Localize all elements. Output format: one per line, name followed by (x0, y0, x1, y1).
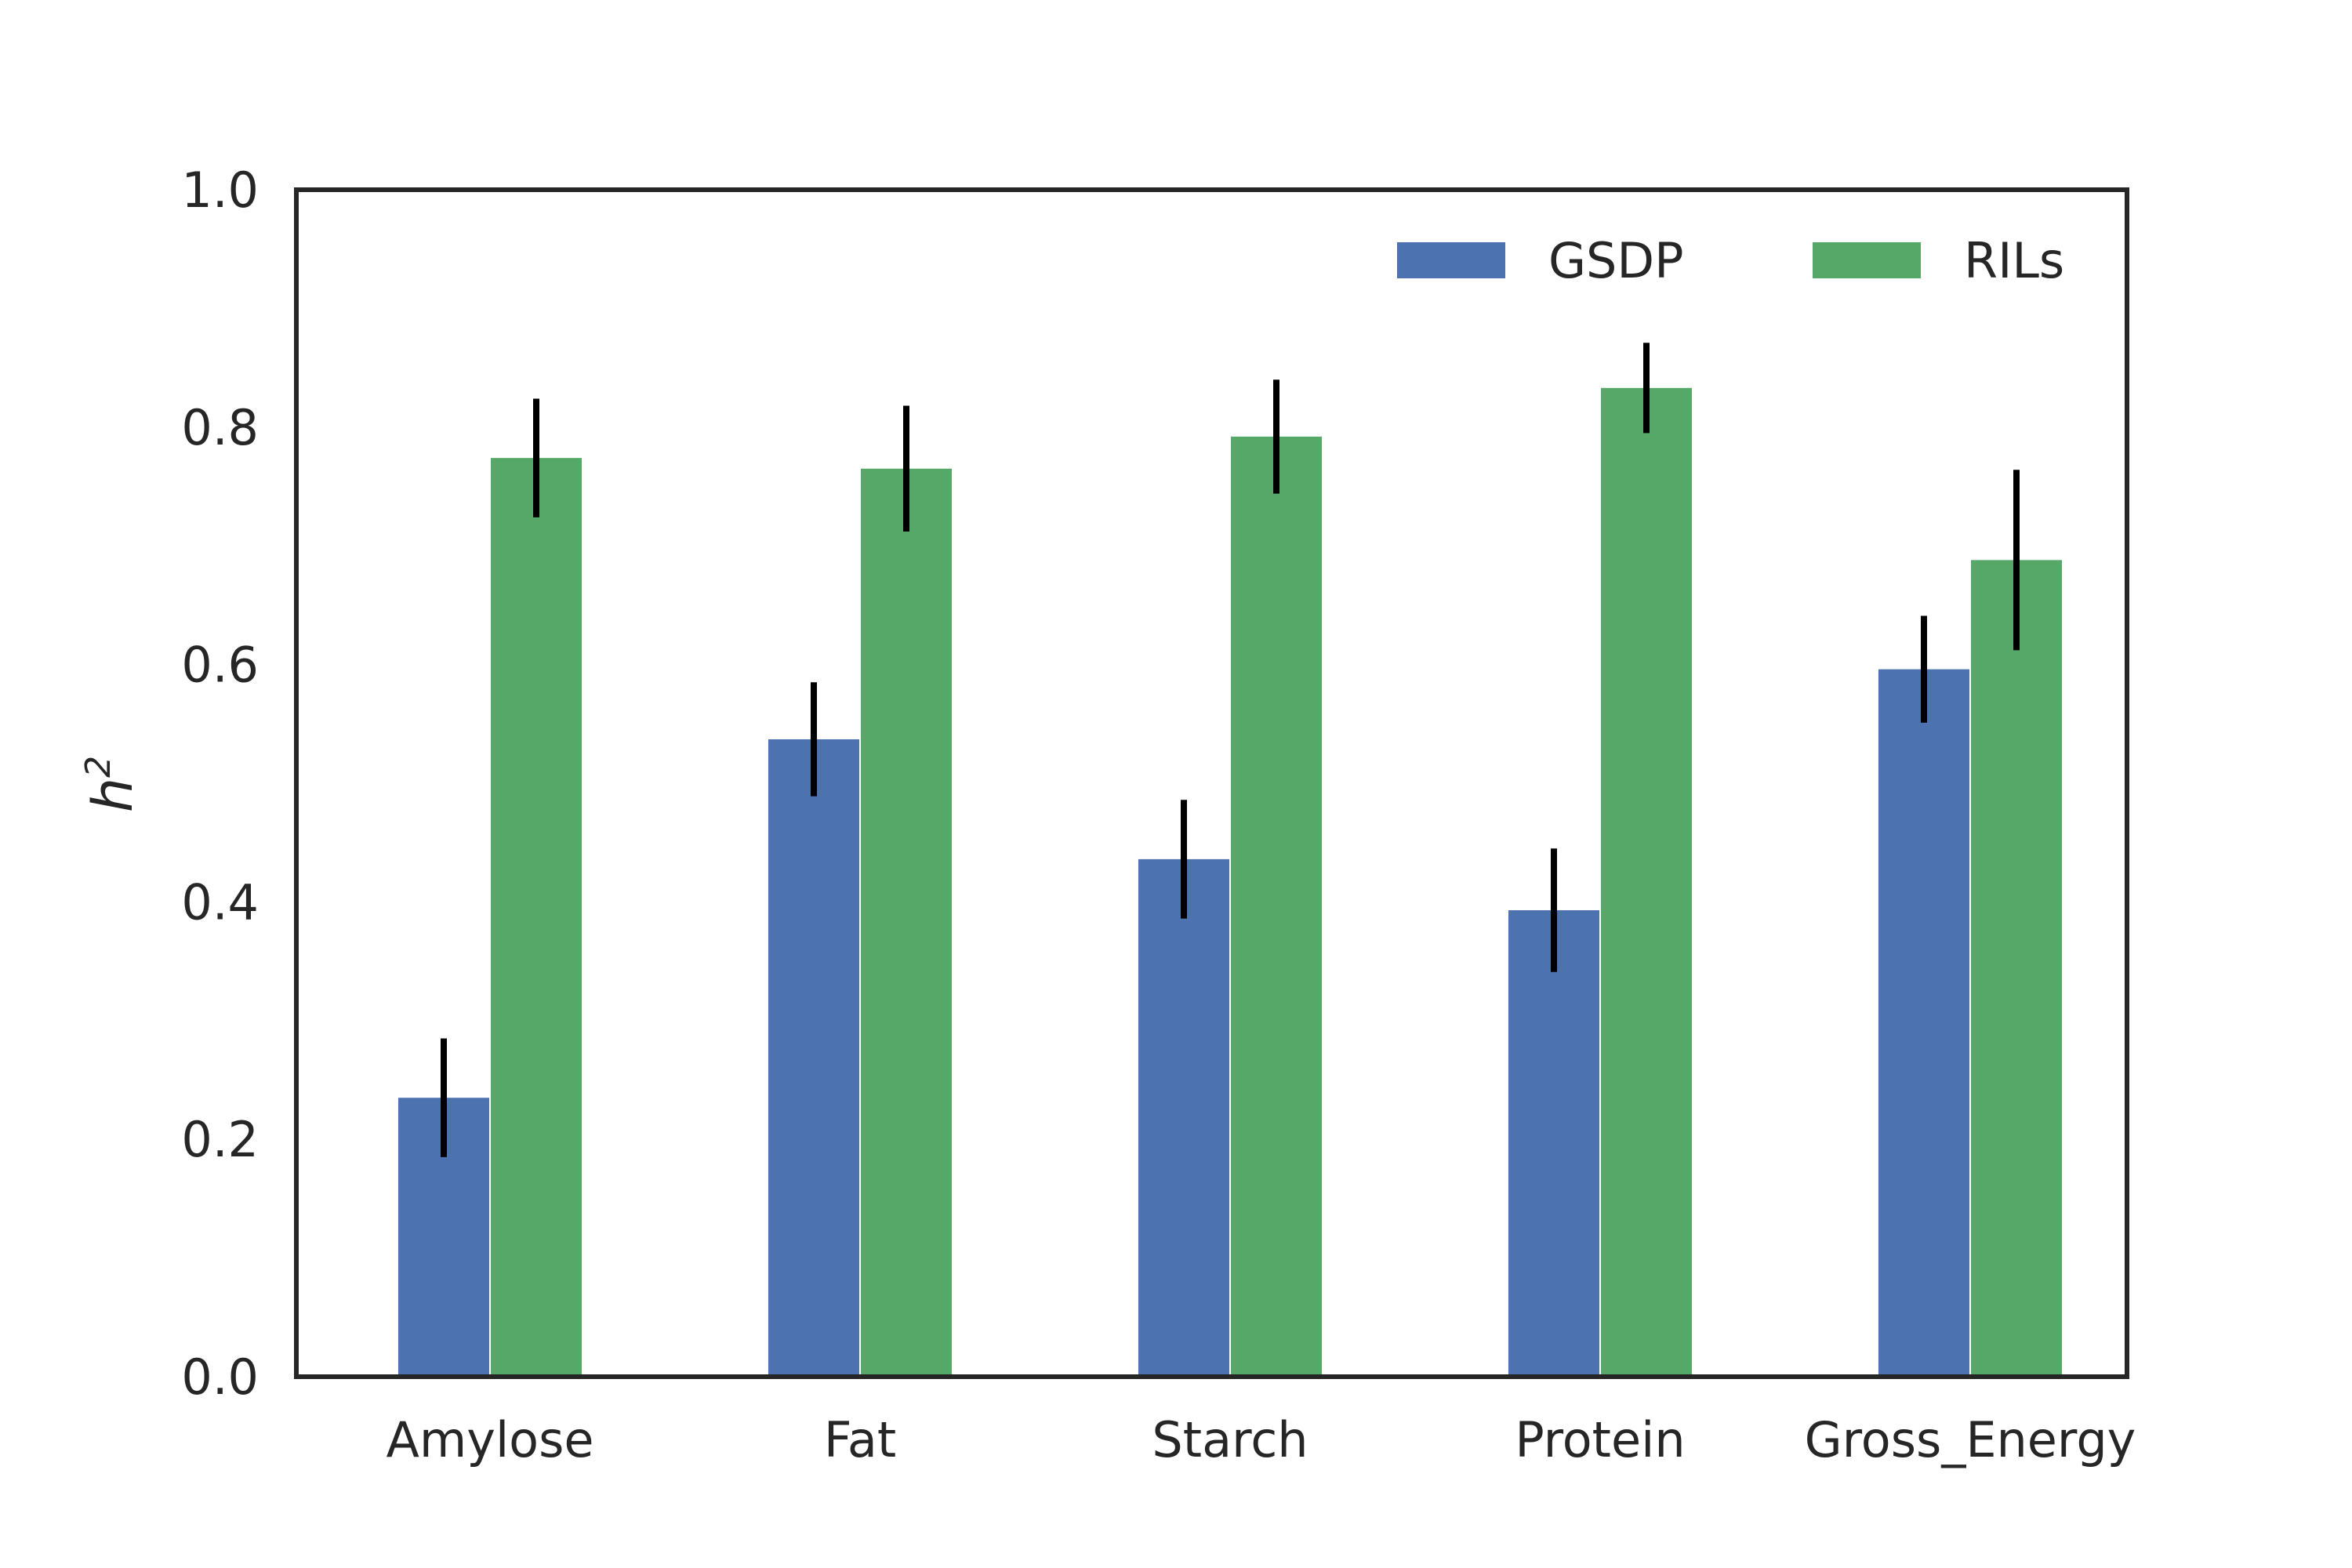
bar-rils-fat (861, 468, 952, 1377)
bar-gsdp-gross_energy (1878, 669, 1969, 1377)
bar-rils-gross_energy (1971, 560, 2062, 1377)
x-tick-label: Fat (824, 1411, 896, 1468)
error-bars-layer (441, 343, 2020, 1157)
y-tick-label: 0.2 (181, 1111, 259, 1168)
x-axis: Amylose Fat Starch Protein Gross_Energy (386, 1411, 2136, 1468)
bar-gsdp-fat (768, 739, 859, 1377)
y-axis-label-superscript: 2 (78, 756, 118, 778)
x-tick-label: Amylose (386, 1411, 593, 1468)
y-axis: 0.0 0.2 0.4 0.6 0.8 1.0 (181, 162, 259, 1406)
x-tick-label: Starch (1152, 1411, 1308, 1468)
y-tick-label: 0.4 (181, 873, 259, 931)
y-tick-label: 0.8 (181, 399, 259, 456)
bar-rils-starch (1231, 436, 1322, 1377)
legend-swatch-gsdp (1397, 242, 1505, 278)
x-tick-label: Protein (1515, 1411, 1685, 1468)
x-tick-label: Gross_Energy (1805, 1411, 2136, 1468)
legend-swatch-rils (1813, 242, 1921, 278)
y-tick-label: 1.0 (181, 162, 259, 219)
bar-gsdp-starch (1138, 858, 1229, 1377)
y-tick-label: 0.6 (181, 637, 259, 694)
legend: GSDP RILs (1397, 232, 2064, 289)
plot-frame (294, 187, 2129, 1379)
bar-rils-amylose (491, 458, 582, 1377)
y-axis-label: h2 (78, 756, 145, 812)
legend-label-rils: RILs (1964, 232, 2064, 289)
bar-rils-protein (1601, 387, 1692, 1377)
bar-gsdp-protein (1508, 909, 1599, 1377)
y-tick-label: 0.0 (181, 1348, 259, 1406)
bars-layer (398, 387, 2062, 1377)
legend-label-gsdp: GSDP (1548, 232, 1684, 289)
